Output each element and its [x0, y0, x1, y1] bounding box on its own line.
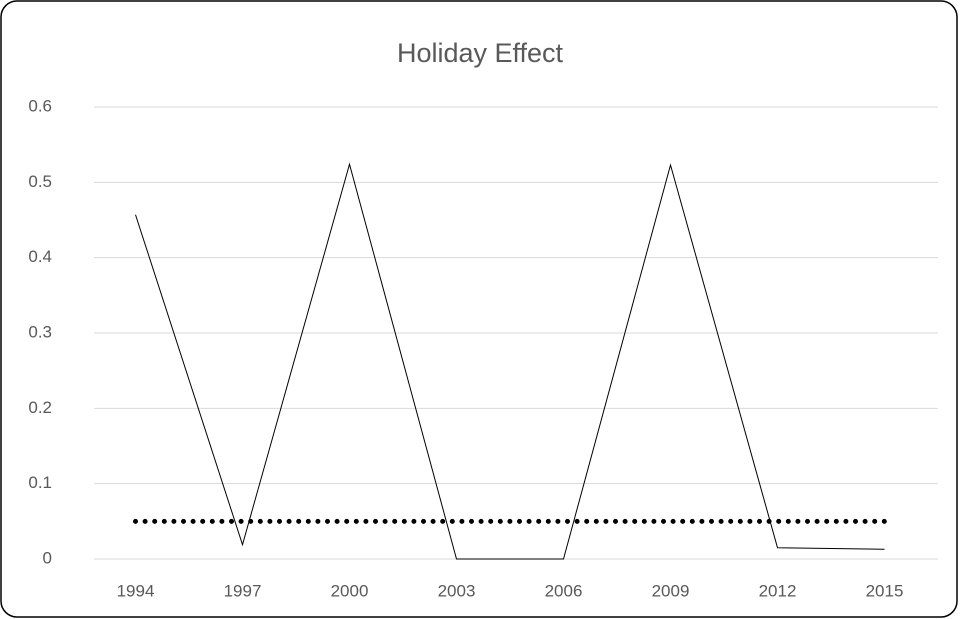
x-tick-label: 2015 [866, 581, 904, 600]
x-tick-label: 2006 [545, 581, 583, 600]
y-tick-label: 0.2 [28, 398, 52, 417]
series-line [135, 162, 885, 560]
y-tick-label: 0.1 [28, 473, 52, 492]
y-tick-label: 0.5 [28, 172, 52, 191]
y-tick-label: 0.3 [28, 322, 52, 341]
x-tick-label: 1997 [224, 581, 262, 600]
y-tick-label: 0.6 [28, 96, 52, 115]
x-tick-label: 2009 [652, 581, 690, 600]
chart-title: Holiday Effect [397, 38, 564, 68]
x-tick-label: 2000 [331, 581, 369, 600]
x-tick-label: 2003 [438, 581, 476, 600]
x-tick-label: 2012 [759, 581, 797, 600]
x-tick-label: 1994 [117, 581, 155, 600]
y-tick-label: 0 [43, 548, 52, 567]
y-tick-label: 0.4 [28, 247, 52, 266]
